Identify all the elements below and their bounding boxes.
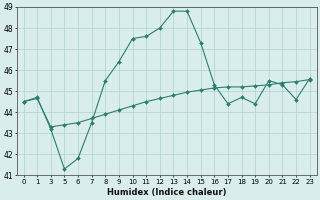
X-axis label: Humidex (Indice chaleur): Humidex (Indice chaleur) <box>107 188 226 197</box>
